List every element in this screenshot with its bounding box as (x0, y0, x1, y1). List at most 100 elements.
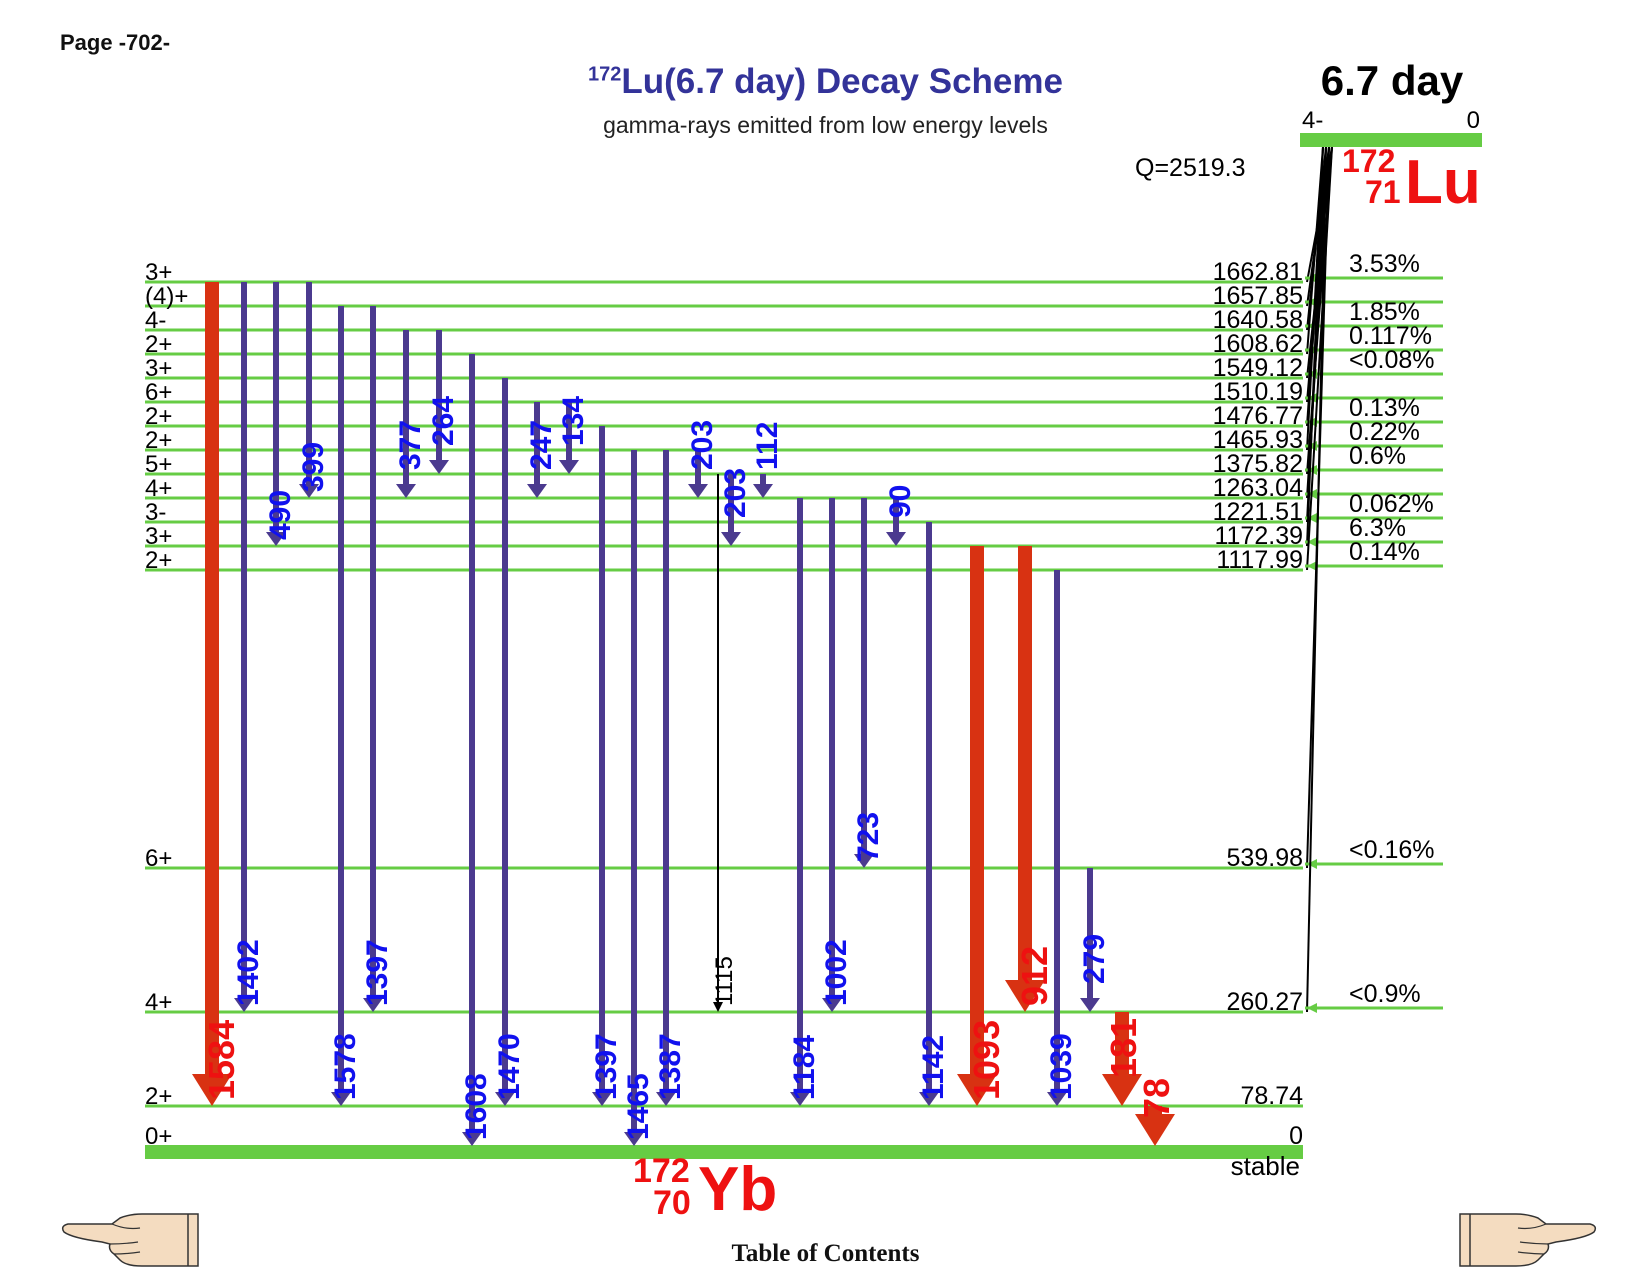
level-spin: 3+ (145, 259, 172, 286)
gamma-shaft (370, 306, 376, 998)
level-539.98: 6+ 539.98 (145, 844, 1303, 872)
gamma-shaft (338, 306, 344, 1092)
gamma-264: 264 (427, 330, 460, 474)
page-subtitle: gamma-rays emitted from low energy level… (603, 112, 1048, 138)
feed-intensity: 0.062% (1349, 490, 1434, 518)
level-1640.58: 4- 1640.58 (145, 306, 1303, 334)
level-spin: 3- (145, 499, 166, 526)
level-energy: 1263.04 (1213, 474, 1303, 502)
gamma-shaft (436, 330, 442, 460)
gamma-energy-label: 134 (557, 396, 590, 446)
gamma-arrowhead-icon (429, 460, 449, 474)
table-of-contents-link[interactable]: Table of Contents (731, 1240, 920, 1267)
gamma-energy-label: 723 (852, 812, 885, 862)
gamma-shaft (534, 402, 540, 484)
level-spin: 3+ (145, 355, 172, 382)
gamma-energy-label: 912 (1014, 946, 1055, 1006)
level-spin: (4)+ (145, 283, 188, 310)
gamma-energy-label: 247 (525, 420, 558, 470)
gamma-energy-label: 1387 (654, 1033, 687, 1100)
feed-arrow-icon (1307, 513, 1317, 523)
gamma-arrowhead-icon (1102, 1074, 1142, 1106)
gamma-shaft (861, 498, 867, 854)
level-spin: 2+ (145, 547, 172, 574)
gamma-energy-label: 112 (751, 422, 784, 470)
beta-feed-line (1306, 146, 1327, 1013)
feed-intensity: 3.53% (1349, 250, 1420, 278)
feed-intensity: 0.13% (1349, 394, 1420, 422)
ground-state-bar (145, 1145, 1303, 1159)
gamma-490: 490 (264, 282, 297, 546)
gamma-arrowhead-icon (713, 1002, 723, 1012)
parent-half-life: 6.7 day (1321, 57, 1464, 104)
pointing-hand-left-icon[interactable] (60, 1210, 200, 1270)
gamma-energy-label: 181 (1103, 1018, 1144, 1078)
gamma-shaft (829, 498, 835, 998)
gamma-723: 723 (852, 498, 885, 868)
gamma-arrowhead-icon (1080, 998, 1100, 1012)
gamma-energy-label: 377 (394, 420, 427, 470)
gamma-energy-label: 203 (686, 420, 719, 470)
gamma-energy-label: 399 (297, 442, 330, 492)
gamma-1093: 1093 (957, 546, 1007, 1106)
parent-energy: 0 (1467, 107, 1480, 134)
gamma-1184: 1184 (788, 498, 821, 1106)
gamma-78: 78 (1135, 1078, 1177, 1146)
level-spin: 2+ (145, 403, 172, 430)
level-energy: 1608.62 (1213, 330, 1303, 358)
level-energy: 1476.77 (1213, 402, 1303, 430)
gamma-arrowhead-icon (656, 1092, 676, 1106)
level-1657.85: (4)+ 1657.85 (145, 282, 1303, 310)
gamma-shaft (241, 282, 247, 998)
gamma-arrowhead-icon (1005, 980, 1045, 1012)
gamma-arrowhead-icon (363, 998, 383, 1012)
level-spin: 3+ (145, 523, 172, 550)
feed-arrow-icon (1307, 537, 1317, 547)
gamma-arrowhead-icon (559, 460, 579, 474)
gamma-energy-label: 1115 (711, 956, 738, 1006)
gamma-1608: 1608 (460, 354, 493, 1146)
level-energy: 1375.82 (1213, 450, 1303, 478)
level-spin: 6+ (145, 379, 172, 406)
level-spin: 2+ (145, 1083, 172, 1110)
gamma-shaft (695, 450, 701, 484)
level-spin: 4+ (145, 989, 172, 1016)
title-text: Lu(6.7 day) Decay Scheme (621, 62, 1063, 101)
gamma-203: 203 (719, 468, 752, 546)
gamma-1397: 1397 (361, 306, 394, 1012)
gamma-shaft (1018, 546, 1032, 980)
gamma-1402: 1402 (232, 282, 265, 1012)
gamma-energy-label: 203 (719, 468, 752, 518)
level-1510.19: 6+ 1510.19 (145, 378, 1303, 406)
page-label: Page -702- (60, 30, 171, 55)
gamma-arrowhead-icon (234, 998, 254, 1012)
gamma-1578: 1578 (329, 306, 362, 1106)
gamma-energy-label: 279 (1078, 934, 1111, 984)
level-1476.77: 2+ 1476.77 (145, 402, 1303, 430)
gamma-181: 181 (1102, 1012, 1144, 1106)
level-energy: 78.74 (1240, 1082, 1303, 1110)
feed-arrow-icon (1307, 561, 1317, 571)
feed-arrow-icon (1307, 1003, 1317, 1013)
daughter-nucleus: 172 70 Yb stable (633, 1151, 1300, 1224)
level-spin: 4- (145, 307, 166, 334)
level-78.74: 2+ 78.74 (145, 1082, 1303, 1110)
gamma-1465: 1465 (622, 450, 655, 1146)
level-energy: 260.27 (1227, 988, 1303, 1016)
gamma-shaft (970, 546, 984, 1074)
gamma-1397: 1397 (590, 426, 623, 1106)
gamma-arrowhead-icon (266, 532, 286, 546)
gamma-energy-label: 1578 (329, 1033, 362, 1100)
gamma-energy-label: 1470 (493, 1033, 526, 1100)
gamma-arrowhead-icon (299, 484, 319, 498)
feed-intensity: <0.08% (1349, 346, 1435, 374)
pointing-hand-right-icon[interactable] (1458, 1210, 1598, 1270)
gamma-shaft (1115, 1012, 1129, 1074)
feed-intensity: 6.3% (1349, 514, 1406, 542)
gamma-399: 399 (297, 282, 330, 498)
gamma-energy-label: 1465 (622, 1073, 655, 1140)
level-energy: 539.98 (1227, 844, 1303, 872)
gamma-arrowhead-icon (192, 1074, 232, 1106)
page-title: 172Lu(6.7 day) Decay Scheme (0, 62, 1651, 102)
